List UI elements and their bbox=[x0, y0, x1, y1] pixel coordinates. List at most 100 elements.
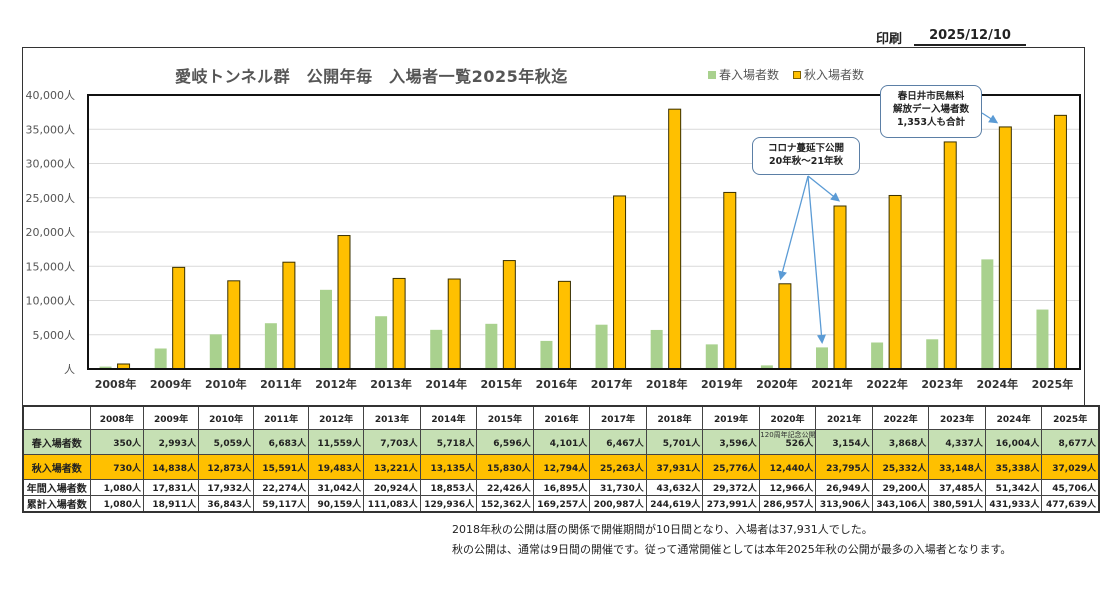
table-year-header: 2013年 bbox=[363, 405, 421, 430]
bar-spring bbox=[816, 347, 828, 369]
bar-autumn bbox=[502, 260, 516, 370]
callout-kasugai-line3: 1,353人も合計 bbox=[896, 117, 966, 128]
bar-autumn bbox=[723, 191, 737, 370]
table-cell: 25,263人 bbox=[589, 454, 647, 480]
annotation-arrow bbox=[778, 175, 809, 281]
table-cell: 273,991人 bbox=[702, 495, 760, 513]
bar-spring bbox=[375, 316, 388, 369]
table-cell: 1,080人 bbox=[89, 495, 145, 513]
x-tick-label: 2015年 bbox=[481, 377, 523, 391]
bar-spring bbox=[760, 365, 773, 369]
x-tick-label: 2019年 bbox=[701, 377, 743, 391]
table-cell: 23,795人 bbox=[815, 454, 873, 480]
table-cell: 14,838人 bbox=[143, 454, 200, 480]
x-tick-label: 2011年 bbox=[260, 377, 302, 391]
table-year-header: 2011年 bbox=[253, 405, 310, 430]
bar-spring bbox=[320, 289, 332, 369]
y-tick-label: 5,000人 bbox=[33, 329, 76, 342]
bar-spring bbox=[99, 366, 112, 369]
print-date: 2025/12/10 bbox=[914, 28, 1026, 46]
x-tick-label: 2009年 bbox=[150, 377, 192, 391]
chart-frame bbox=[22, 47, 1085, 405]
callout-corona: コロナ蔓延下公開 20年秋～21年秋 bbox=[752, 137, 860, 175]
bar-chart: 人 5,000人 10,000人 15,000人 20,000人 25,000人 30,00… bbox=[26, 89, 1081, 391]
annotation-arrows bbox=[778, 112, 999, 344]
bar-spring bbox=[209, 334, 222, 369]
y-tick-label: 40,000人 bbox=[26, 89, 76, 102]
table-cell: 477,639人 bbox=[1041, 495, 1100, 513]
bar-spring bbox=[650, 329, 663, 369]
table-cell: 152,362人 bbox=[476, 495, 534, 513]
x-tick-label: 2018年 bbox=[646, 377, 688, 391]
table-cell: 12,440人 bbox=[758, 454, 817, 480]
y-tick-label: 25,000人 bbox=[26, 192, 76, 205]
table-cell: 16,895人 bbox=[532, 479, 591, 496]
table-year-header: 2008年 bbox=[89, 405, 145, 430]
legend-item-autumn: 秋入場者数 bbox=[793, 66, 864, 83]
table-cell: 286,957人 bbox=[758, 495, 817, 513]
x-tick-label: 2021年 bbox=[811, 377, 853, 391]
bar-autumn bbox=[668, 108, 682, 370]
legend-swatch-autumn bbox=[793, 70, 802, 79]
table-cell: 730人 bbox=[89, 454, 145, 480]
table-cell: 5,059人 bbox=[198, 429, 255, 455]
bar-autumn bbox=[943, 141, 957, 370]
table-year-header: 2020年 bbox=[758, 405, 817, 430]
table-cell: 31,730人 bbox=[589, 479, 647, 496]
table-cell: 12,966人 bbox=[758, 479, 817, 496]
bar-autumn bbox=[337, 235, 351, 370]
table-cell: 3,154人 bbox=[815, 429, 873, 455]
table-cell: 4,337人 bbox=[928, 429, 986, 455]
table-cell: 29,200人 bbox=[871, 479, 930, 496]
table-cell: 129,936人 bbox=[419, 495, 478, 513]
table-cell: 350人 bbox=[89, 429, 145, 455]
bar-autumn bbox=[1053, 114, 1067, 370]
bar-spring bbox=[540, 340, 553, 369]
table-cell: 19,483人 bbox=[308, 454, 365, 480]
table-cell: 111,083人 bbox=[363, 495, 421, 513]
table-cell: 90,159人 bbox=[308, 495, 365, 513]
x-tick-label: 2014年 bbox=[425, 377, 467, 391]
callout-kasugai: 春日井市民無料 解放デー入場者数 1,353人も合計 bbox=[880, 85, 982, 138]
table-cell: 5,718人 bbox=[419, 429, 478, 455]
table-cell: 29,372人 bbox=[702, 479, 760, 496]
bar-spring bbox=[430, 329, 443, 369]
table-year-header: 2014年 bbox=[419, 405, 478, 430]
table-row-label: 春入場者数 bbox=[22, 429, 91, 455]
table-year-header: 2018年 bbox=[645, 405, 704, 430]
table-year-header: 2022年 bbox=[871, 405, 930, 430]
table-cell: 11,559人 bbox=[308, 429, 365, 455]
table-cell: 25,776人 bbox=[702, 454, 760, 480]
table-cell: 35,338人 bbox=[984, 454, 1043, 480]
data-table: 2008年 2009年 2010年 2011年 2012年 2013年 2014年 2015年… bbox=[22, 405, 1100, 513]
callout-corona-line2: 20年秋～21年秋 bbox=[769, 156, 843, 167]
row-cumulative-visitors: 累計入場者数 1,080人 18,911人 36,843人 59,117人 90,159人… bbox=[22, 495, 1100, 513]
table-cell: 2,993人 bbox=[143, 429, 200, 455]
callout-corona-line1: コロナ蔓延下公開 bbox=[767, 143, 844, 154]
table-row-label: 秋入場者数 bbox=[22, 454, 91, 480]
legend: 春入場者数 秋入場者数 bbox=[708, 66, 864, 83]
table-cell: 3,596人 bbox=[702, 429, 760, 455]
table-cell: 22,274人 bbox=[253, 479, 310, 496]
y-tick-label: 20,000人 bbox=[26, 226, 76, 239]
table-cell: 36,843人 bbox=[198, 495, 255, 513]
bar-autumn bbox=[172, 266, 186, 370]
table-cell: 59,117人 bbox=[253, 495, 310, 513]
note-2020-anniversary: 120周年記念公開 bbox=[760, 430, 816, 439]
table-year-header: 2010年 bbox=[198, 405, 255, 430]
table-cell: 43,632人 bbox=[645, 479, 704, 496]
bar-spring bbox=[705, 344, 718, 369]
x-tick-label: 2013年 bbox=[370, 377, 412, 391]
table-row-label: 累計入場者数 bbox=[22, 495, 91, 513]
bar-spring bbox=[871, 342, 884, 369]
row-annual-visitors: 年間入場者数 1,080人 17,831人 17,932人 22,274人 31,042人… bbox=[22, 479, 1100, 496]
footnote-1: 2018年秋の公開は暦の関係で開催期間が10日間となり、入場者は37,931人で… bbox=[452, 523, 873, 536]
gridlines bbox=[88, 128, 1080, 336]
table-cell: 25,332人 bbox=[871, 454, 930, 480]
callout-kasugai-line1: 春日井市民無料 bbox=[897, 91, 965, 102]
x-tick-label: 2012年 bbox=[315, 377, 357, 391]
table-cell: 17,831人 bbox=[143, 479, 200, 496]
table-cell: 18,853人 bbox=[419, 479, 478, 496]
x-tick-label: 2008年 bbox=[95, 377, 137, 391]
table-cell: 200,987人 bbox=[589, 495, 647, 513]
